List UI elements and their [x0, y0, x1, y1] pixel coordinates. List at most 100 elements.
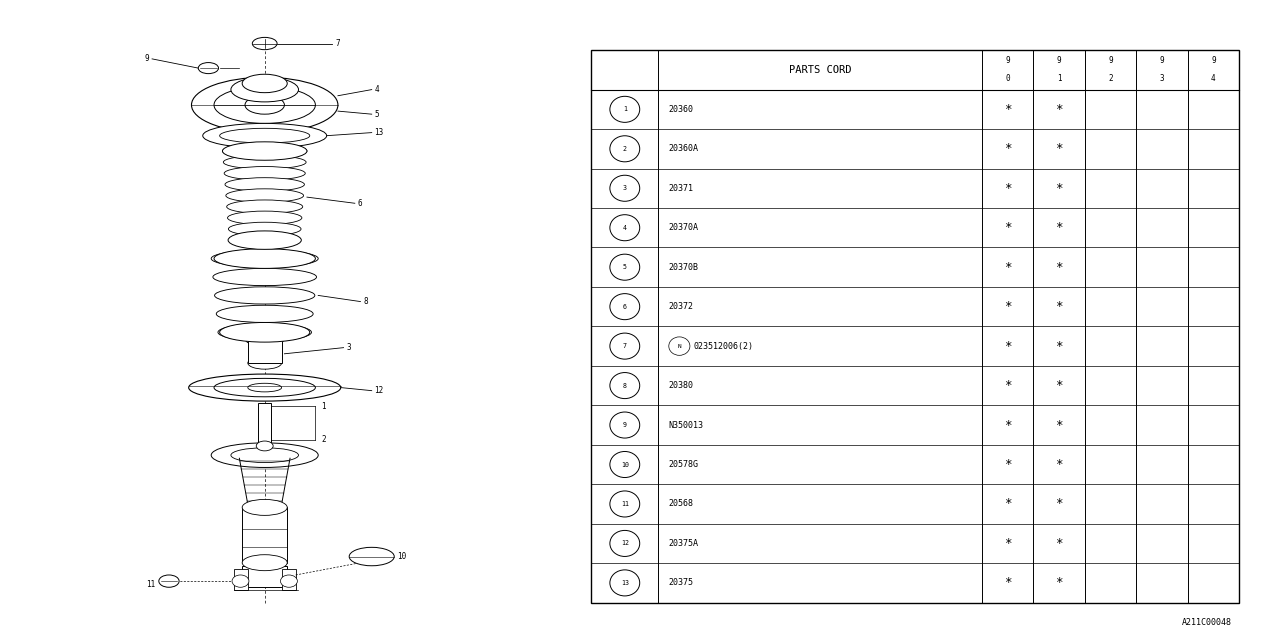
Ellipse shape — [242, 74, 287, 93]
Circle shape — [609, 96, 640, 122]
Ellipse shape — [230, 448, 298, 463]
Text: 20578G: 20578G — [669, 460, 699, 469]
Ellipse shape — [223, 142, 307, 160]
Text: *: * — [1056, 182, 1062, 195]
Text: 20360A: 20360A — [669, 144, 699, 154]
Bar — [234, 569, 248, 590]
Text: PARTS CORD: PARTS CORD — [788, 65, 851, 75]
Ellipse shape — [248, 357, 282, 369]
Bar — [242, 566, 287, 588]
Ellipse shape — [224, 166, 305, 180]
Circle shape — [609, 372, 640, 399]
Circle shape — [609, 451, 640, 477]
Text: 1: 1 — [1057, 74, 1061, 83]
Text: A211C00048: A211C00048 — [1181, 618, 1231, 627]
Text: 13: 13 — [375, 128, 384, 137]
Circle shape — [609, 254, 640, 280]
Text: 12: 12 — [375, 386, 384, 395]
Ellipse shape — [215, 287, 315, 304]
Ellipse shape — [223, 156, 306, 169]
Text: 11: 11 — [146, 580, 155, 589]
Ellipse shape — [198, 63, 219, 74]
Text: *: * — [1004, 537, 1011, 550]
Text: 6: 6 — [623, 303, 627, 310]
Text: 12: 12 — [621, 540, 628, 547]
Circle shape — [609, 491, 640, 517]
Text: 9: 9 — [623, 422, 627, 428]
Ellipse shape — [225, 189, 303, 202]
Text: 5: 5 — [623, 264, 627, 270]
Text: 8: 8 — [623, 383, 627, 388]
Text: *: * — [1056, 300, 1062, 313]
Text: 9: 9 — [1108, 56, 1112, 65]
Text: *: * — [1004, 103, 1011, 116]
Ellipse shape — [216, 305, 314, 323]
Ellipse shape — [229, 234, 301, 247]
Ellipse shape — [251, 340, 279, 349]
Text: *: * — [1056, 103, 1062, 116]
Text: 1: 1 — [623, 106, 627, 113]
Ellipse shape — [228, 222, 301, 236]
Ellipse shape — [242, 555, 287, 571]
Ellipse shape — [214, 378, 315, 397]
Ellipse shape — [228, 231, 301, 250]
Circle shape — [669, 337, 690, 355]
Text: *: * — [1004, 221, 1011, 234]
Text: 10: 10 — [621, 461, 628, 467]
Text: 20568: 20568 — [669, 499, 694, 508]
Ellipse shape — [212, 268, 316, 285]
Text: 4: 4 — [375, 85, 379, 94]
Ellipse shape — [188, 374, 340, 401]
Text: *: * — [1056, 419, 1062, 431]
Circle shape — [609, 214, 640, 241]
Text: *: * — [1056, 537, 1062, 550]
Text: 20370A: 20370A — [669, 223, 699, 232]
Ellipse shape — [192, 77, 338, 132]
Text: 13: 13 — [621, 580, 628, 586]
Text: *: * — [1004, 340, 1011, 353]
Ellipse shape — [252, 37, 276, 50]
Ellipse shape — [228, 211, 302, 225]
Circle shape — [609, 531, 640, 556]
Text: N: N — [677, 344, 681, 349]
Text: *: * — [1056, 340, 1062, 353]
Ellipse shape — [244, 330, 284, 346]
Text: 023512006(2): 023512006(2) — [694, 342, 754, 351]
Text: *: * — [1056, 458, 1062, 471]
Circle shape — [609, 412, 640, 438]
Text: *: * — [1004, 419, 1011, 431]
Text: 6: 6 — [357, 199, 362, 208]
Text: *: * — [1056, 497, 1062, 511]
Ellipse shape — [214, 86, 315, 124]
Text: N350013: N350013 — [669, 420, 704, 429]
Text: 9: 9 — [1057, 56, 1061, 65]
Ellipse shape — [280, 575, 297, 588]
Text: 3: 3 — [347, 343, 351, 352]
Text: *: * — [1004, 260, 1011, 274]
Text: 2: 2 — [1108, 74, 1112, 83]
Circle shape — [609, 294, 640, 319]
Text: 10: 10 — [397, 552, 406, 561]
Bar — [248, 339, 282, 363]
Text: 20380: 20380 — [669, 381, 694, 390]
Text: 3: 3 — [623, 185, 627, 191]
Text: 20375A: 20375A — [669, 539, 699, 548]
Text: 20375: 20375 — [669, 579, 694, 588]
Ellipse shape — [223, 144, 307, 158]
Text: 9: 9 — [1006, 56, 1010, 65]
Text: 4: 4 — [1211, 74, 1216, 83]
Text: *: * — [1004, 300, 1011, 313]
Circle shape — [609, 136, 640, 162]
Text: *: * — [1004, 379, 1011, 392]
Text: 2: 2 — [623, 146, 627, 152]
Text: *: * — [1004, 458, 1011, 471]
Text: 5: 5 — [375, 109, 379, 118]
Text: *: * — [1056, 379, 1062, 392]
Ellipse shape — [159, 575, 179, 588]
Text: *: * — [1056, 221, 1062, 234]
Text: *: * — [1056, 142, 1062, 156]
Ellipse shape — [211, 250, 319, 267]
Text: *: * — [1056, 577, 1062, 589]
Text: 8: 8 — [364, 297, 367, 306]
Bar — [259, 403, 271, 443]
